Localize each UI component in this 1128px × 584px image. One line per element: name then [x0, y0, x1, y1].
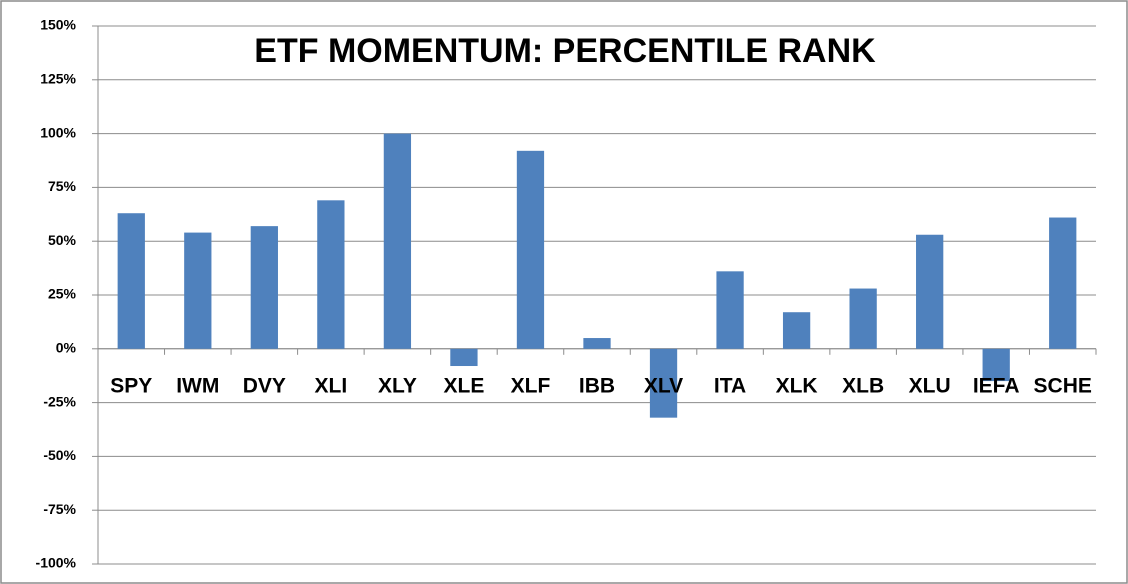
y-tick-label: 0%	[56, 340, 77, 356]
bar	[982, 348, 1010, 382]
x-tick-label: DVY	[243, 374, 286, 397]
x-tick-label: ITA	[714, 374, 746, 397]
y-tick-label: -75%	[43, 501, 76, 517]
y-tick-label: 125%	[40, 71, 76, 87]
y-tick-label: -100%	[36, 555, 77, 571]
x-tick-label: IEFA	[973, 374, 1020, 397]
x-tick-label: IBB	[579, 374, 615, 397]
y-tick-label: 150%	[40, 17, 76, 33]
bar	[782, 312, 811, 349]
bar	[583, 338, 611, 349]
y-tick-label: -50%	[43, 447, 76, 463]
chart-title: ETF MOMENTUM: PERCENTILE RANK	[254, 32, 876, 70]
bar	[1049, 217, 1077, 349]
x-tick-label: XLF	[511, 374, 551, 397]
x-tick-label: XLV	[644, 374, 683, 397]
x-tick-label: XLY	[378, 374, 417, 397]
x-tick-label: XLI	[315, 374, 348, 397]
x-tick-label: XLK	[776, 374, 818, 397]
bar	[317, 200, 345, 349]
bar	[184, 232, 212, 349]
bar	[117, 213, 145, 349]
bar	[250, 226, 278, 349]
bar	[450, 348, 478, 367]
x-tick-label: SCHE	[1034, 374, 1092, 397]
bar	[849, 288, 877, 349]
y-tick-label: 25%	[48, 286, 77, 302]
bar	[649, 348, 678, 418]
bar	[716, 271, 744, 349]
bar	[383, 133, 412, 349]
x-tick-label: IWM	[176, 374, 219, 397]
x-tick-label: XLE	[444, 374, 485, 397]
y-tick-label: -25%	[43, 393, 76, 409]
bar	[916, 234, 944, 349]
x-tick-label: SPY	[110, 374, 152, 397]
y-tick-label: 100%	[40, 124, 76, 140]
y-tick-label: 50%	[48, 232, 77, 248]
x-tick-label: XLB	[842, 374, 884, 397]
x-tick-label: XLU	[909, 374, 951, 397]
y-tick-label: 75%	[48, 178, 77, 194]
bar	[516, 150, 545, 349]
